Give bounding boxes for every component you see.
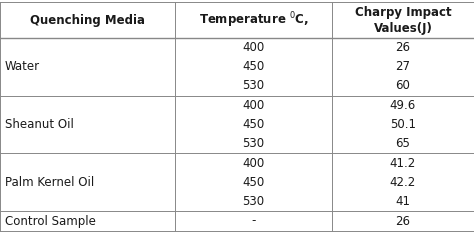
Text: 450: 450 bbox=[243, 176, 264, 189]
Text: 450: 450 bbox=[243, 118, 264, 131]
Text: Control Sample: Control Sample bbox=[5, 215, 96, 227]
Text: 49.6: 49.6 bbox=[390, 99, 416, 112]
Text: 50.1: 50.1 bbox=[390, 118, 416, 131]
Text: 400: 400 bbox=[243, 99, 264, 112]
Text: Quenching Media: Quenching Media bbox=[30, 14, 145, 27]
Text: 41: 41 bbox=[395, 195, 410, 208]
Text: Sheanut Oil: Sheanut Oil bbox=[5, 118, 73, 131]
Text: 400: 400 bbox=[243, 157, 264, 170]
Text: 450: 450 bbox=[243, 60, 264, 73]
Text: 530: 530 bbox=[243, 195, 264, 208]
Text: 530: 530 bbox=[243, 137, 264, 150]
Text: Charpy Impact
Values(J): Charpy Impact Values(J) bbox=[355, 6, 451, 34]
Text: 60: 60 bbox=[395, 79, 410, 93]
Text: 530: 530 bbox=[243, 79, 264, 93]
Text: 27: 27 bbox=[395, 60, 410, 73]
Text: Palm Kernel Oil: Palm Kernel Oil bbox=[5, 176, 94, 189]
Text: 26: 26 bbox=[395, 41, 410, 54]
Text: Temperature $^0$C,: Temperature $^0$C, bbox=[199, 10, 309, 30]
Text: 26: 26 bbox=[395, 215, 410, 227]
Text: 65: 65 bbox=[395, 137, 410, 150]
Text: -: - bbox=[251, 215, 256, 227]
Text: 41.2: 41.2 bbox=[390, 157, 416, 170]
Text: Water: Water bbox=[5, 60, 40, 73]
Text: 42.2: 42.2 bbox=[390, 176, 416, 189]
Text: 400: 400 bbox=[243, 41, 264, 54]
